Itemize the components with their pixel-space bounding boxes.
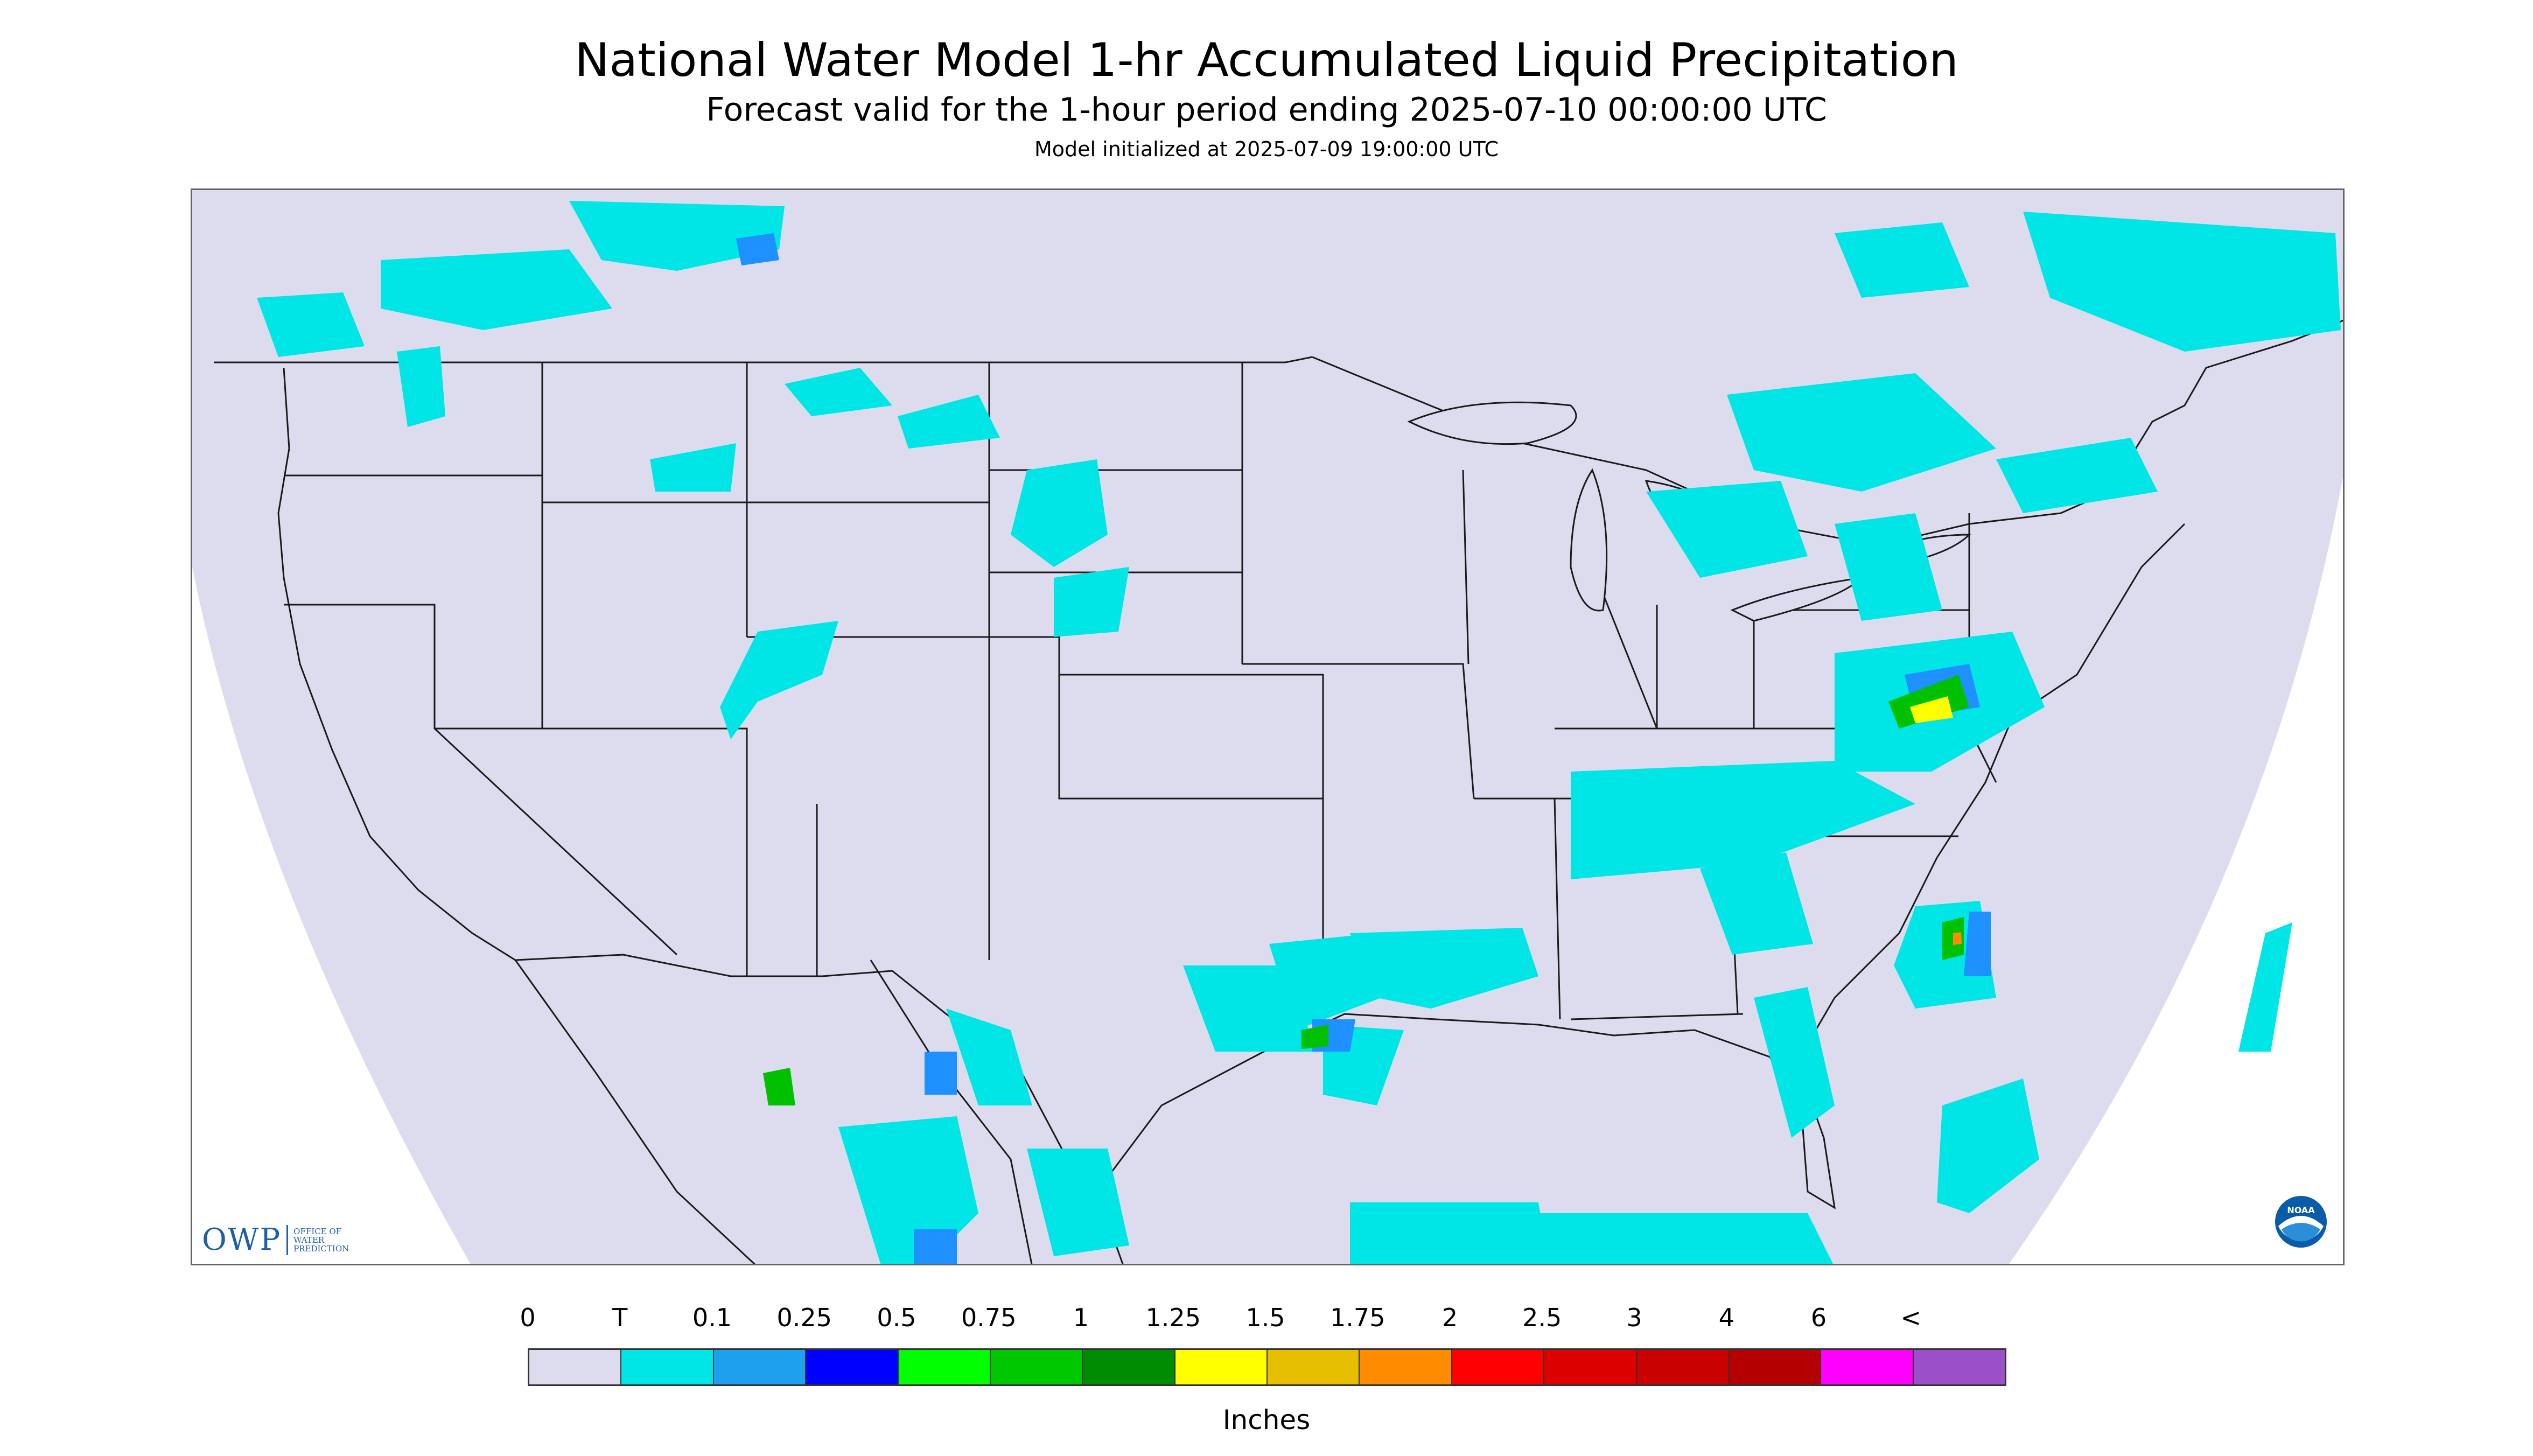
owp-logo-divider [286, 1224, 289, 1255]
legend-swatch [1083, 1350, 1175, 1384]
map-title: National Water Model 1-hr Accumulated Li… [575, 33, 1958, 87]
legend-label: 4 [1718, 1303, 1734, 1332]
owp-logo-mark: OWP [202, 1222, 282, 1257]
legend-swatch [806, 1350, 899, 1384]
legend-swatch [529, 1350, 622, 1384]
precip-map: OWP OFFICE OF WATER PREDICTION NOAA [191, 188, 2345, 1265]
legend-label: 6 [1810, 1303, 1827, 1332]
legend-label: 2 [1442, 1303, 1458, 1332]
legend-label: 0.25 [776, 1303, 832, 1332]
precip-map-canvas [192, 190, 2343, 1264]
legend-swatch [898, 1350, 991, 1384]
map-subtitle: Forecast valid for the 1-hour period end… [706, 91, 1827, 129]
legend-label: 2.5 [1522, 1303, 1562, 1332]
legend-swatch [1729, 1350, 1822, 1384]
legend-labels: 0 T 0.1 0.25 0.5 0.75 1 1.25 1.5 1.75 2 2.5 3 4 6 < [520, 1303, 2014, 1335]
legend-label: 0.75 [961, 1303, 1017, 1332]
legend-swatch [1636, 1350, 1729, 1384]
precip-trace [257, 201, 2341, 1264]
legend-label: 1.5 [1245, 1303, 1285, 1332]
precip-heavy [763, 675, 1969, 1105]
legend-label: < [1900, 1303, 1922, 1332]
legend-swatch [1821, 1350, 1914, 1384]
owp-logo-line-2: WATER [293, 1235, 325, 1245]
legend-label: 1.25 [1145, 1303, 1201, 1332]
noaa-logo-text: NOAA [2287, 1205, 2315, 1215]
political-boundaries [214, 319, 2343, 1264]
legend-swatch [621, 1350, 714, 1384]
owp-logo: OWP OFFICE OF WATER PREDICTION [202, 1222, 349, 1257]
owp-logo-text: OFFICE OF WATER PREDICTION [293, 1227, 349, 1253]
legend-swatch [1360, 1350, 1452, 1384]
legend-swatch [990, 1350, 1083, 1384]
legend-label: 1.75 [1330, 1303, 1386, 1332]
legend-label: T [612, 1303, 628, 1332]
legend-label: 3 [1626, 1303, 1642, 1332]
model-init-text: Model initialized at 2025-07-09 19:00:00… [1034, 137, 1499, 161]
legend-color-bar [528, 1348, 2006, 1386]
legend-swatch [713, 1350, 807, 1384]
legend-swatch [1175, 1350, 1268, 1384]
owp-logo-line-3: PREDICTION [293, 1243, 349, 1254]
legend-swatch [1544, 1350, 1637, 1384]
legend-label: 0.1 [692, 1303, 732, 1332]
noaa-logo-icon: NOAA [2275, 1196, 2327, 1248]
legend-swatch [1268, 1350, 1360, 1384]
legend-units: Inches [1222, 1404, 1311, 1436]
legend-swatch [1913, 1350, 2005, 1384]
legend-label: 0.5 [877, 1303, 916, 1332]
legend-label: 1 [1073, 1303, 1089, 1332]
legend-label: 0 [520, 1303, 536, 1332]
owp-logo-line-1: OFFICE OF [293, 1226, 342, 1236]
legend-swatch [1452, 1350, 1545, 1384]
